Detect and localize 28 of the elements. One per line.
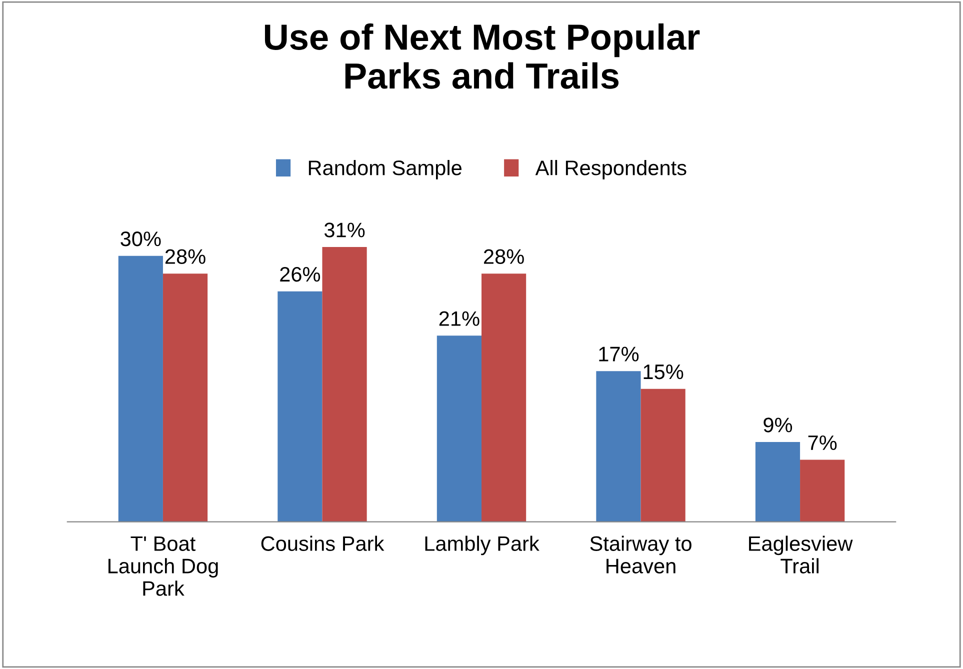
bar: [482, 274, 526, 522]
x-tick-label: T' Boat Launch Dog Park: [108, 536, 218, 596]
chart-title: Use of Next Most Popular Parks and Trails: [264, 23, 700, 89]
bar: [596, 371, 641, 522]
bar: [278, 291, 322, 522]
x-tick-label: Cousins Park: [261, 536, 384, 552]
legend-label: All Respondents: [535, 160, 686, 180]
data-label: 17%: [599, 346, 639, 362]
data-label: 28%: [484, 249, 524, 264]
data-label: 31%: [324, 222, 365, 238]
data-label: 28%: [165, 249, 206, 264]
x-tick-label: Stairway to Heaven: [590, 536, 692, 574]
data-label: 26%: [280, 266, 320, 282]
data-label: 15%: [644, 364, 684, 380]
bar: [162, 274, 208, 522]
data-label: 30%: [120, 231, 161, 246]
bar: [436, 336, 482, 522]
bar: [755, 442, 800, 522]
data-label: 9%: [764, 418, 792, 432]
bar: [322, 247, 367, 522]
x-tick-label: Lambly Park: [425, 536, 540, 556]
data-label: 21%: [439, 311, 480, 326]
bar: [118, 256, 163, 522]
data-label: 7%: [808, 435, 837, 450]
bar: [640, 388, 686, 522]
bar: [800, 460, 845, 522]
legend-label: Random Sample: [308, 160, 462, 180]
x-tick-label: Eaglesview Trail: [749, 536, 853, 574]
